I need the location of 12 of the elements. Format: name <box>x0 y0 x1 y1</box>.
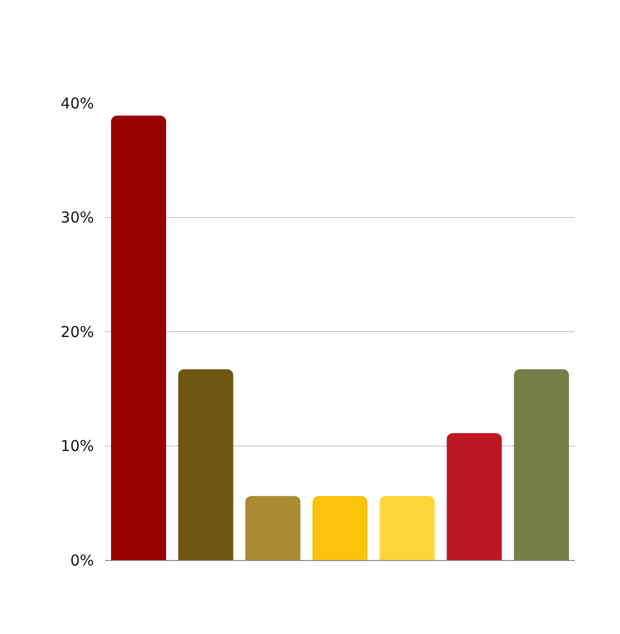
bar <box>380 496 435 560</box>
bar <box>514 369 569 560</box>
y-tick-label: 0% <box>70 551 94 570</box>
bar <box>245 496 300 560</box>
y-tick-label: 40% <box>60 94 94 112</box>
bar <box>111 116 166 560</box>
y-tick-label: 10% <box>60 437 94 455</box>
bar <box>312 496 368 560</box>
bar <box>446 433 502 560</box>
y-tick-label: 20% <box>60 322 94 341</box>
bar <box>178 369 234 560</box>
y-tick-label: 30% <box>60 208 94 226</box>
